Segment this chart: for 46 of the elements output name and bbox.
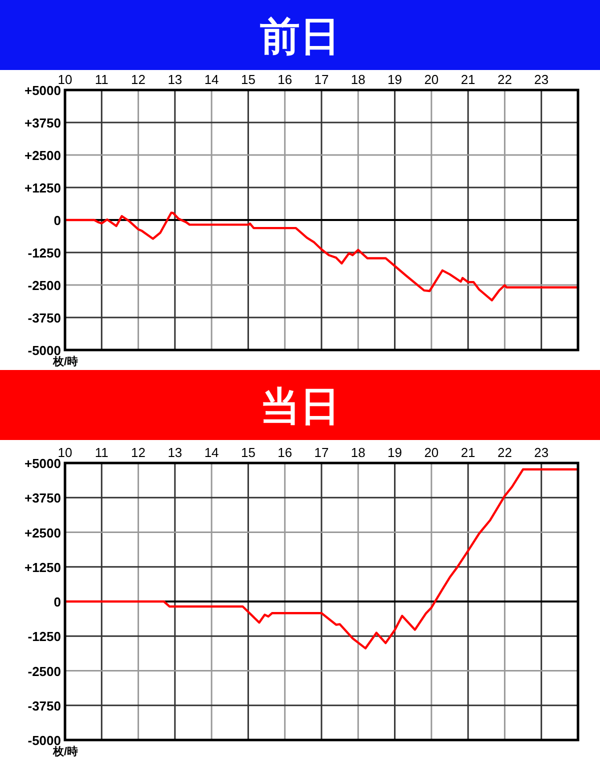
- y-axis-title: 枚/時: [52, 355, 78, 368]
- line-series: [64, 212, 580, 302]
- line-series: [64, 468, 580, 650]
- x-tick-label: 22: [497, 445, 512, 460]
- x-tick-label: 17: [314, 445, 329, 460]
- y-tick-label: -2500: [28, 664, 61, 679]
- x-tick-label: 11: [94, 445, 108, 460]
- x-tick-label: 13: [168, 72, 182, 87]
- x-tick-label: 15: [240, 445, 256, 460]
- y-tick-label: -1250: [28, 629, 61, 644]
- y-tick-label: 0: [54, 594, 61, 610]
- x-tick-label: 15: [240, 72, 256, 87]
- x-tick-label: 17: [314, 72, 329, 87]
- x-tick-label: 16: [278, 445, 292, 460]
- y-tick-label: -1250: [28, 246, 61, 260]
- x-tick-label: 20: [424, 445, 439, 460]
- x-tick-label: 18: [350, 72, 366, 87]
- chart-title: 当日: [260, 385, 340, 429]
- x-tick-label: 14: [204, 72, 219, 87]
- x-tick-label: 23: [534, 445, 549, 460]
- y-tick-label: -2500: [28, 278, 61, 293]
- y-tick-label: -3750: [28, 310, 61, 326]
- x-tick-label: 18: [350, 445, 366, 460]
- y-tick-label: -3750: [28, 698, 61, 714]
- y-axis-title: 枚/時: [52, 745, 78, 758]
- x-tick-label: 22: [497, 72, 512, 87]
- x-tick-label: 16: [278, 72, 292, 87]
- y-tick-label: 0: [54, 213, 61, 228]
- y-tick-label: +3750: [24, 116, 61, 130]
- y-tick-label: +2500: [24, 148, 61, 163]
- x-tick-label: 13: [168, 445, 182, 460]
- x-tick-label: 12: [131, 445, 146, 460]
- y-tick-label: +1250: [24, 560, 61, 575]
- x-tick-label: 19: [388, 445, 402, 460]
- x-tick-label: 12: [131, 72, 146, 87]
- x-tick-label: 19: [388, 72, 402, 87]
- x-tick-label: 23: [534, 72, 549, 87]
- chart-title: 前日: [260, 15, 340, 59]
- x-tick-label: 21: [460, 72, 476, 87]
- y-tick-label: +2500: [24, 525, 61, 540]
- x-tick-label: 20: [424, 72, 439, 87]
- y-tick-label: +1250: [24, 180, 61, 196]
- x-tick-label: 14: [204, 445, 219, 460]
- y-tick-label: +3750: [24, 490, 61, 506]
- x-tick-label: 11: [94, 72, 108, 87]
- x-tick-label: 21: [460, 445, 476, 460]
